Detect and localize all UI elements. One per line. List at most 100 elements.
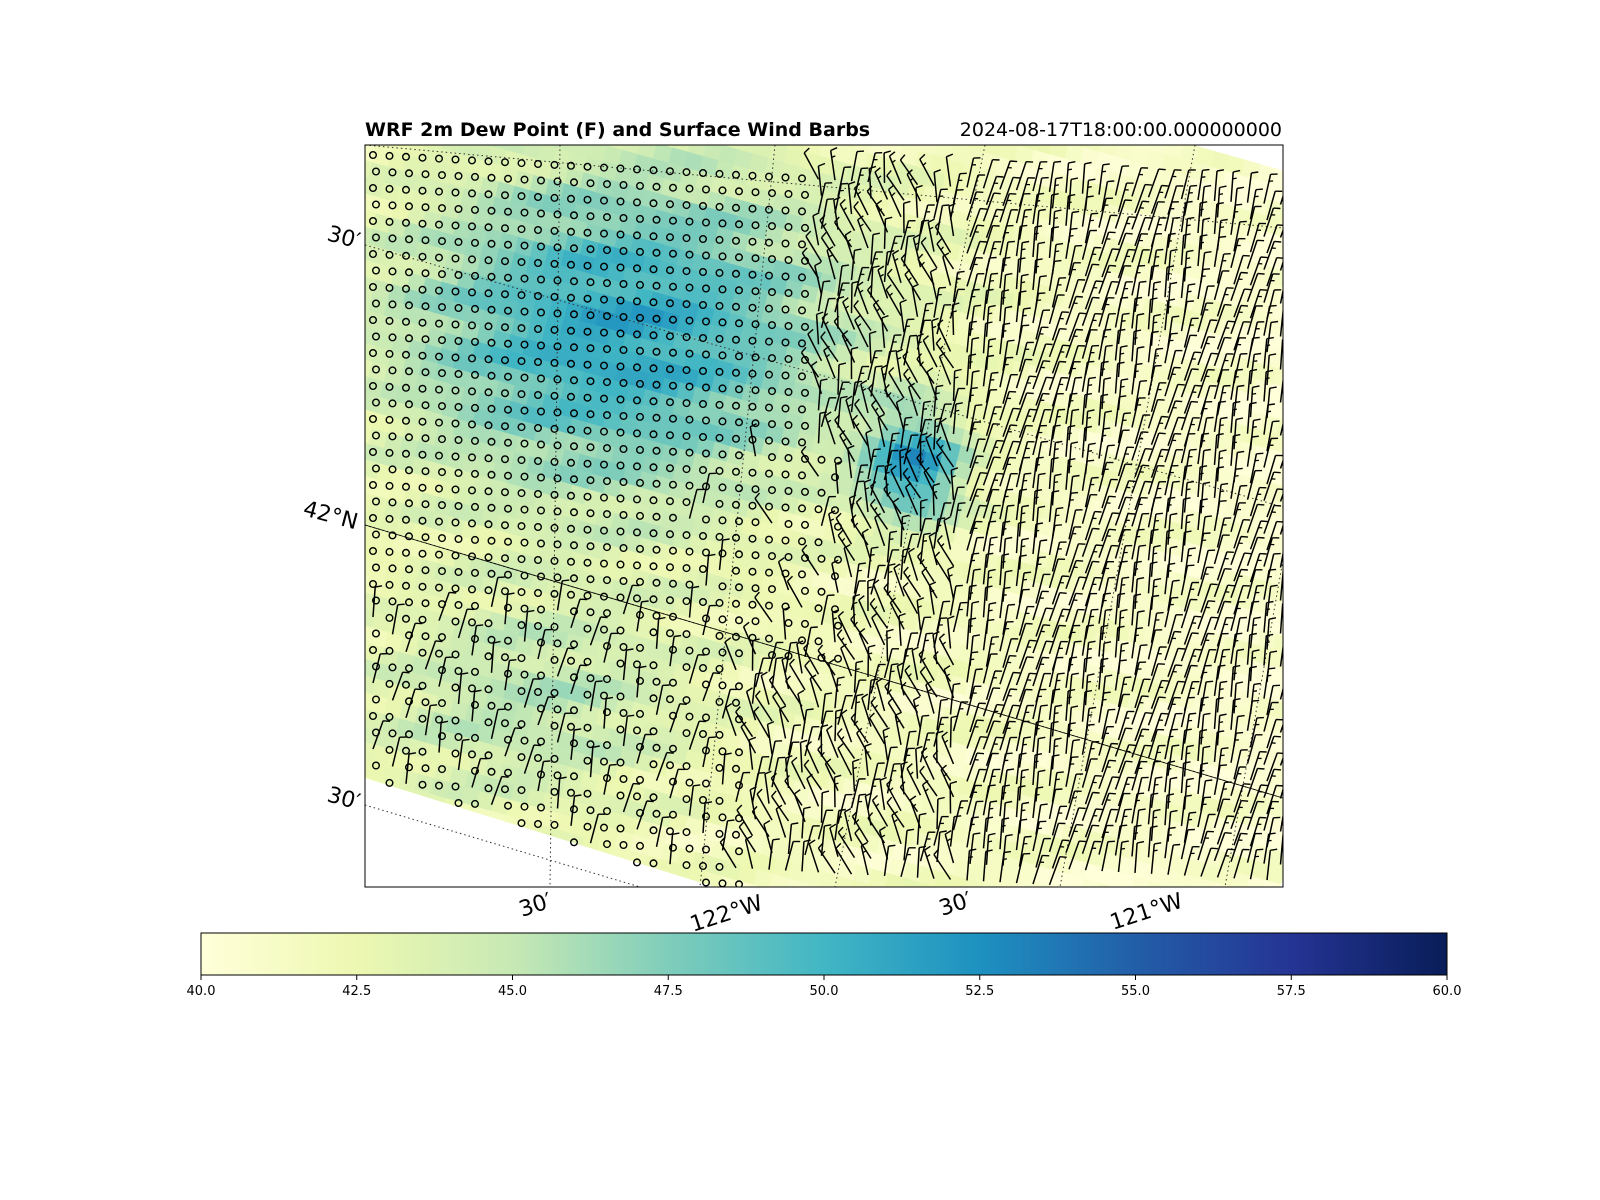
wind-barb-flag [993, 456, 1001, 459]
dewpoint-cell [652, 145, 673, 164]
dewpoint-cell [895, 693, 916, 715]
dewpoint-cell [664, 761, 685, 782]
wind-barb-flag [1284, 306, 1291, 307]
wind-barb-half-flag [1054, 448, 1059, 451]
dewpoint-cell [787, 596, 808, 618]
dewpoint-cell [553, 679, 573, 701]
wind-barb-flag [1122, 312, 1130, 315]
dewpoint-cell [929, 154, 950, 176]
wind-barb-flag [889, 350, 897, 353]
dewpoint-cell [822, 722, 843, 744]
dewpoint-cell [472, 474, 492, 495]
dewpoint-cell [956, 179, 977, 200]
dewpoint-cell [768, 541, 789, 562]
dewpoint-cell [629, 302, 650, 324]
dewpoint-cell [895, 294, 916, 316]
dewpoint-cell [406, 405, 427, 427]
dewpoint-cell [926, 170, 946, 191]
dewpoint-cell [741, 184, 762, 206]
wind-barb-flag [1270, 320, 1279, 324]
dewpoint-cell [699, 488, 719, 509]
wind-barb-flag [1123, 412, 1131, 415]
dewpoint-cell [664, 694, 685, 716]
dewpoint-cell [695, 171, 715, 193]
dewpoint-cell [826, 441, 846, 462]
wind-barb-flag [957, 270, 965, 273]
dewpoint-cell [1026, 231, 1046, 253]
dewpoint-cell [445, 516, 466, 537]
dewpoint-cell [745, 235, 766, 257]
dewpoint-cell [560, 316, 581, 337]
wind-barb-flag [1239, 220, 1247, 223]
dewpoint-cell [710, 641, 731, 662]
dewpoint-cell [410, 190, 431, 212]
dewpoint-cell [375, 264, 396, 285]
dewpoint-cell [568, 484, 589, 506]
dewpoint-cell [749, 220, 769, 241]
dewpoint-cell [668, 679, 689, 700]
dewpoint-cell [449, 567, 469, 588]
dewpoint-cell [772, 326, 793, 347]
dewpoint-cell [572, 402, 592, 424]
dewpoint-cell [676, 781, 697, 802]
dewpoint-cell [599, 427, 619, 448]
dewpoint-cell [1292, 290, 1312, 310]
dewpoint-cell [599, 560, 619, 581]
dewpoint-cell [857, 649, 877, 670]
dewpoint-cell [510, 784, 531, 805]
dewpoint-cell [826, 640, 847, 662]
wind-barb-flag [1142, 464, 1150, 467]
wind-barb-flag [980, 472, 988, 474]
dewpoint-cell [676, 315, 696, 337]
dewpoint-cell [572, 535, 593, 557]
dewpoint-cell [868, 203, 889, 225]
dewpoint-cell [864, 219, 885, 240]
dewpoint-cell [1292, 556, 1312, 577]
dewpoint-cell [365, 443, 385, 465]
dewpoint-cell [880, 423, 900, 444]
dewpoint-cell [737, 333, 758, 354]
dewpoint-cell [610, 779, 631, 800]
dewpoint-cell [422, 543, 442, 564]
wind-barb-flag [1019, 488, 1027, 491]
dewpoint-cell [399, 702, 419, 724]
wind-barb-flag [1175, 400, 1183, 403]
dewpoint-cell [518, 620, 539, 641]
wind-barb-half-flag [934, 425, 940, 428]
dewpoint-cell [464, 372, 485, 393]
dewpoint-cell [399, 569, 419, 591]
wind-barb-flag [1273, 471, 1281, 474]
dewpoint-cell [541, 593, 562, 614]
dewpoint-cell [1284, 654, 1304, 675]
dewpoint-cell [679, 366, 700, 388]
dewpoint-cell [626, 318, 646, 339]
dewpoint-cell [772, 259, 792, 281]
dewpoint-cell [937, 522, 958, 544]
wind-barb-flag [823, 280, 831, 283]
dewpoint-cell [895, 427, 916, 449]
dewpoint-cell [368, 228, 388, 250]
dewpoint-cell [441, 332, 462, 353]
wind-barb-flag [1274, 240, 1282, 243]
dewpoint-cell [437, 348, 458, 369]
dewpoint-cell [783, 545, 804, 567]
wind-barb-flag [1127, 512, 1136, 515]
wind-barb-flag [854, 380, 863, 383]
wind-barb-flag [1007, 339, 1015, 342]
dewpoint-cell [811, 902, 831, 923]
dewpoint-cell [464, 172, 485, 194]
dewpoint-cell [906, 248, 927, 269]
dewpoint-cell [545, 711, 566, 732]
dewpoint-cell [753, 404, 773, 425]
dewpoint-cell [780, 894, 800, 915]
dewpoint-cell [814, 487, 835, 509]
dewpoint-cell [514, 702, 535, 723]
dewpoint-cell [676, 448, 696, 470]
dewpoint-cell [664, 362, 685, 383]
dewpoint-cell [345, 388, 365, 409]
dewpoint-cell [706, 258, 727, 279]
dewpoint-cell [837, 660, 858, 682]
dewpoint-cell [845, 164, 866, 185]
dewpoint-cell [422, 742, 443, 764]
wind-barb-half-flag [1053, 217, 1059, 220]
